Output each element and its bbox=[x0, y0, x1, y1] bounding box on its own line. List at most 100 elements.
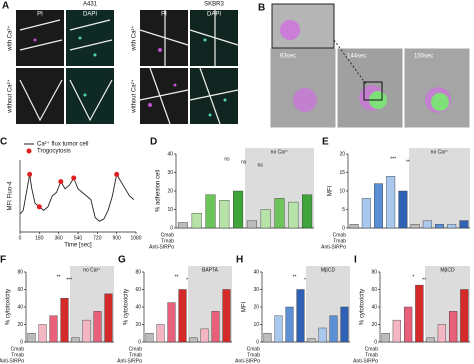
annotation: BAPTA bbox=[202, 267, 219, 273]
bar bbox=[263, 333, 272, 343]
row-label: Cmab bbox=[11, 346, 25, 352]
condition: without Ca²⁺ bbox=[7, 79, 14, 114]
y-tick-label: 0 bbox=[20, 339, 23, 345]
y-axis-label: MFI bbox=[328, 186, 334, 197]
legend-text: Ca²⁺ flux tumor cell bbox=[37, 141, 89, 148]
bar bbox=[447, 224, 457, 229]
bar bbox=[233, 190, 244, 229]
bar bbox=[200, 328, 209, 343]
x-tick-label: 0 bbox=[19, 235, 22, 241]
row-label: Tmab bbox=[129, 352, 142, 358]
image bbox=[16, 68, 64, 124]
x-axis-label: Time [sec] bbox=[64, 243, 92, 249]
row-label: Cmab bbox=[365, 346, 379, 352]
row-label: Anti-SIRPα bbox=[0, 358, 24, 364]
y-axis-label: % cytotoxicity bbox=[6, 289, 12, 325]
dapi-spots bbox=[78, 36, 227, 117]
event-point bbox=[36, 204, 42, 210]
row-label: Cmab bbox=[129, 346, 143, 352]
panel-label: I bbox=[354, 255, 357, 266]
y-tick-label: 0 bbox=[342, 225, 345, 231]
annotation: ns bbox=[241, 159, 247, 165]
y-tick-label: 0 bbox=[138, 339, 141, 345]
bar bbox=[437, 324, 447, 343]
bar bbox=[82, 319, 91, 343]
bar bbox=[296, 289, 305, 343]
annotation: *** bbox=[390, 156, 396, 162]
bar bbox=[392, 319, 402, 343]
y-tick-label: 60 bbox=[17, 287, 23, 293]
y-tick-label: 20 bbox=[339, 151, 345, 157]
channel: PI bbox=[37, 12, 43, 18]
bar bbox=[361, 198, 371, 229]
time-label: 150sec bbox=[414, 54, 433, 60]
y-tick-label: 80 bbox=[17, 269, 23, 275]
annotation: * bbox=[186, 277, 188, 283]
condition: with Ca²⁺ bbox=[131, 25, 138, 51]
bar bbox=[403, 306, 413, 343]
row-label: Tmab bbox=[333, 238, 346, 244]
bar bbox=[189, 337, 198, 343]
bar bbox=[205, 194, 216, 229]
image bbox=[190, 68, 238, 124]
y-tick-label: 10 bbox=[253, 322, 259, 328]
bar bbox=[274, 315, 283, 343]
image bbox=[66, 10, 114, 66]
x-tick-label: 360 bbox=[54, 235, 63, 241]
bar bbox=[307, 338, 316, 343]
time-label: 144sec bbox=[347, 54, 366, 60]
y-tick-label: 20 bbox=[17, 322, 23, 328]
y-axis-label: % adhesion cell bbox=[156, 170, 162, 212]
panel-label: A bbox=[2, 1, 9, 12]
row-label: Anti-SIRPα bbox=[117, 358, 142, 364]
condition: without Ca²⁺ bbox=[131, 79, 138, 114]
cell bbox=[280, 20, 300, 40]
bar bbox=[167, 302, 176, 343]
time-label: 63sec bbox=[280, 54, 296, 60]
row-label: Anti-SIRPα bbox=[321, 244, 346, 250]
condition: with Ca²⁺ bbox=[7, 25, 14, 51]
bar bbox=[381, 333, 390, 343]
bar bbox=[340, 306, 349, 343]
panel-label: F bbox=[0, 255, 6, 266]
bar bbox=[386, 175, 396, 229]
bar bbox=[93, 311, 102, 343]
legend-text: Trogocytosis bbox=[37, 149, 71, 155]
y-tick-label: 15 bbox=[339, 170, 345, 176]
event-point bbox=[114, 171, 120, 177]
bar bbox=[398, 190, 408, 229]
x-tick-label: 900 bbox=[112, 235, 121, 241]
y-tick-label: 10 bbox=[339, 188, 345, 194]
annotation: ns bbox=[224, 156, 230, 162]
annotation: MβCD bbox=[440, 267, 455, 273]
bar bbox=[104, 293, 113, 343]
bar bbox=[410, 224, 420, 229]
x-tick-label: 180 bbox=[35, 235, 44, 241]
image bbox=[16, 10, 64, 66]
bar bbox=[211, 311, 220, 343]
cell-outline bbox=[19, 10, 239, 125]
bar bbox=[448, 311, 458, 343]
bar bbox=[246, 220, 257, 229]
y-tick-label: 60 bbox=[371, 287, 377, 293]
bar bbox=[71, 337, 80, 343]
y-tick-label: 30 bbox=[167, 170, 173, 176]
y-tick-label: 20 bbox=[253, 304, 259, 310]
y-tick-label: 20 bbox=[167, 188, 173, 194]
annotation: ** bbox=[175, 274, 179, 280]
y-tick-label: 40 bbox=[253, 269, 259, 275]
bar bbox=[27, 333, 36, 343]
y-tick-label: 10 bbox=[167, 207, 173, 213]
cell bbox=[431, 93, 449, 111]
panel-label: D bbox=[150, 137, 157, 148]
panel-b-images bbox=[269, 3, 471, 129]
x-tick-label: 1080 bbox=[130, 235, 141, 241]
y-tick-label: 30 bbox=[253, 287, 259, 293]
y-tick-label: 5 bbox=[342, 207, 345, 213]
bar bbox=[274, 198, 285, 229]
x-tick-label: 720 bbox=[93, 235, 102, 241]
line bbox=[19, 173, 135, 222]
bar bbox=[435, 224, 444, 229]
annotation: *** bbox=[66, 277, 72, 283]
